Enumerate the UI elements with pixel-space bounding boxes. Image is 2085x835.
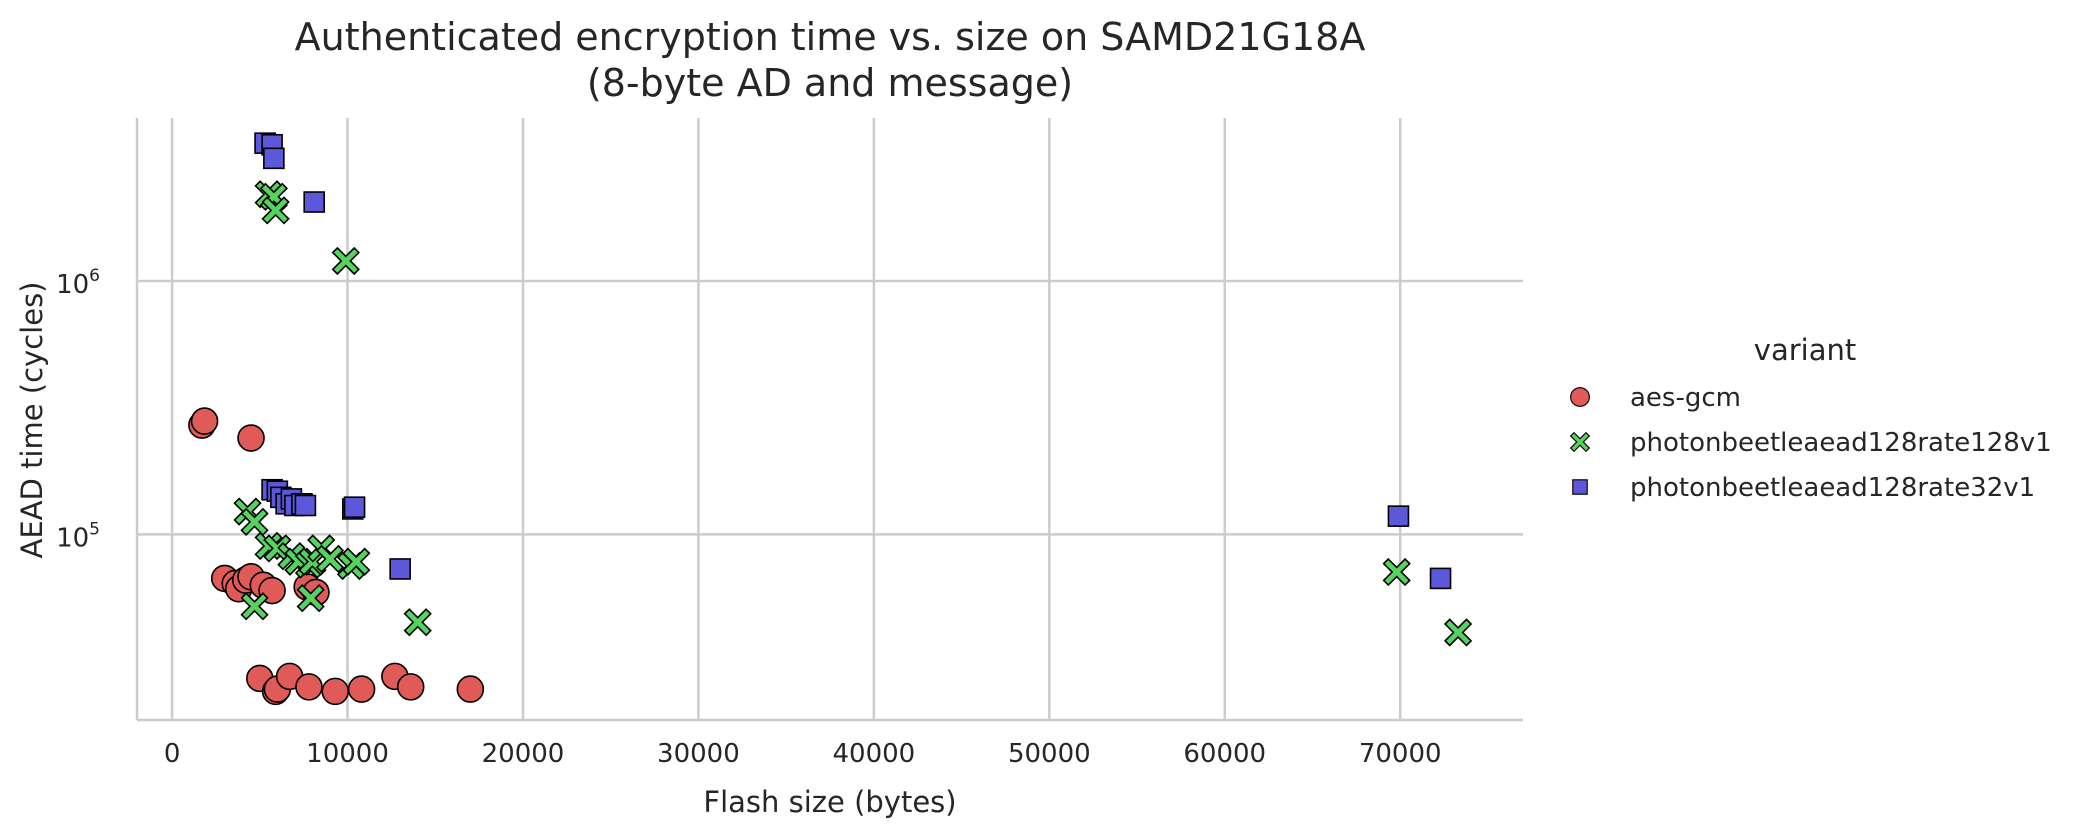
data-point-photonbeetleaead128rate32v1 bbox=[294, 494, 317, 517]
data-point-aes-gcm bbox=[396, 673, 425, 701]
data-point-aes-gcm bbox=[321, 677, 350, 706]
legend-items: aes-gcm photonbeetleaead128rate128v1 photo… bbox=[1569, 383, 2052, 503]
data-point-photonbeetleaead128rate128v1 bbox=[1382, 557, 1411, 587]
data-point-photonbeetleaead128rate128v1 bbox=[240, 592, 269, 621]
x-tick-label: 50000 bbox=[1008, 739, 1091, 769]
data-point-photonbeetleaead128rate128v1 bbox=[296, 584, 325, 613]
data-point-photonbeetleaead128rate32v1 bbox=[263, 147, 285, 170]
legend-marker-photonbeetleaead128rate128v1 bbox=[1569, 431, 1591, 453]
y-tick-label: 105 bbox=[56, 519, 100, 553]
data-point-photonbeetleaead128rate32v1 bbox=[1429, 567, 1452, 590]
legend: variant aes-gcm photonbeetleaead128rate12… bbox=[1569, 333, 2052, 503]
axes-spines bbox=[135, 118, 1523, 722]
legend-marker-aes-gcm bbox=[1570, 387, 1590, 407]
data-point-photonbeetleaead128rate32v1 bbox=[1387, 505, 1410, 527]
legend-label-photonbeetleaead128rate32v1: photonbeetleaead128rate32v1 bbox=[1630, 473, 2035, 503]
chart-title-line-2: (8-byte AD and message) bbox=[587, 61, 1073, 105]
data-point-aes-gcm bbox=[237, 424, 265, 452]
data-point-photonbeetleaead128rate128v1 bbox=[240, 507, 269, 537]
data-point-aes-gcm bbox=[347, 675, 376, 703]
data-point-photonbeetleaead128rate32v1 bbox=[343, 496, 366, 518]
x-tick-label: 40000 bbox=[833, 739, 916, 769]
legend-marker-photonbeetleaead128rate32v1 bbox=[1572, 479, 1588, 495]
x-tick-label: 20000 bbox=[482, 739, 565, 769]
data-point-photonbeetleaead128rate128v1 bbox=[1443, 618, 1473, 647]
x-tick-label: 70000 bbox=[1359, 739, 1442, 769]
data-point-photonbeetleaead128rate32v1 bbox=[389, 558, 411, 580]
y-axis-label: AEAD time (cycles) bbox=[15, 282, 49, 559]
x-tick-label: 0 bbox=[164, 739, 181, 769]
data-point-photonbeetleaead128rate128v1 bbox=[315, 544, 345, 574]
data-point-photonbeetleaead128rate128v1 bbox=[403, 608, 432, 637]
data-point-photonbeetleaead128rate128v1 bbox=[261, 196, 290, 225]
legend-label-photonbeetleaead128rate128v1: photonbeetleaead128rate128v1 bbox=[1630, 428, 2052, 458]
y-tick-labels: 106 105 bbox=[56, 266, 100, 553]
x-axis-label: Flash size (bytes) bbox=[703, 785, 956, 819]
x-tick-label: 60000 bbox=[1183, 739, 1266, 769]
data-point-photonbeetleaead128rate32v1 bbox=[303, 191, 325, 213]
data-point-photonbeetleaead128rate128v1 bbox=[342, 547, 371, 576]
grid bbox=[137, 118, 1523, 720]
chart-title-line-1: Authenticated encryption time vs. size o… bbox=[295, 15, 1366, 59]
data-points bbox=[188, 132, 1473, 706]
x-tick-labels: 0 10000 20000 30000 40000 50000 60000 70000 bbox=[164, 739, 1442, 769]
data-point-photonbeetleaead128rate128v1 bbox=[331, 246, 360, 276]
legend-title: variant bbox=[1754, 333, 1856, 367]
legend-label-aes-gcm: aes-gcm bbox=[1630, 383, 1741, 413]
data-point-aes-gcm bbox=[295, 673, 323, 701]
data-point-aes-gcm bbox=[190, 407, 219, 435]
x-tick-label: 30000 bbox=[657, 739, 740, 769]
data-point-aes-gcm bbox=[456, 675, 485, 703]
y-tick-label: 106 bbox=[56, 266, 100, 300]
x-tick-label: 10000 bbox=[306, 739, 389, 769]
